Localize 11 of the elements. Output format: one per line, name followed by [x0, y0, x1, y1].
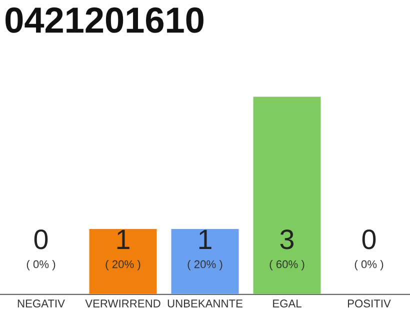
- x-tick-label: VERWIRREND: [85, 300, 160, 308]
- x-tick-label: EGAL: [273, 300, 302, 308]
- data-label: 1 ( 20% ): [188, 230, 222, 270]
- data-label: 0 ( 0% ): [26, 230, 56, 270]
- data-label: 3 ( 60% ): [270, 230, 304, 270]
- x-tick-label: POSITIV: [348, 300, 391, 308]
- data-label: 1 ( 20% ): [106, 230, 140, 270]
- chart-title: 0421201610: [6, 7, 204, 33]
- data-label: 0 ( 0% ): [354, 230, 384, 270]
- x-tick-label: UNBEKANNTE: [168, 300, 242, 308]
- x-tick-label: NEGATIV: [18, 300, 65, 308]
